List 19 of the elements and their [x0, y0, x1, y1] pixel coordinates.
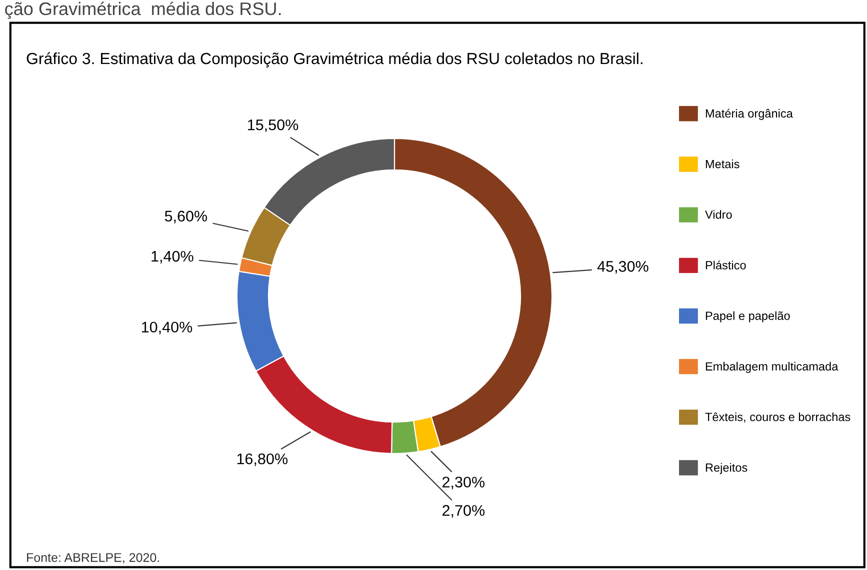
source-note: Fonte: ABRELPE, 2020. — [27, 553, 159, 564]
data-label: 1,40% — [152, 250, 194, 264]
legend-label: Vidro — [705, 210, 732, 219]
chart-title: Gráfico 3. Estimativa da Composição Gravimétrica média dos RSU coletados no Brasil. — [26, 52, 642, 68]
data-label: 16,80% — [237, 453, 288, 466]
data-label: 2,30% — [442, 476, 485, 490]
text: ção Gravimétrica média dos RSU. — [5, 2, 281, 19]
legend-label: Matéria orgânica — [706, 108, 793, 120]
legend-label: Embalagem multicamada — [706, 362, 838, 373]
legend-label: Têxteis, couros e borrachas — [705, 412, 850, 423]
legend-label: Rejeitos — [706, 463, 748, 474]
data-label: 10,40% — [142, 322, 192, 334]
data-label: 2,70% — [442, 505, 485, 518]
legend-label: Plástico — [706, 260, 746, 270]
legend-label: Papel e papelão — [706, 311, 790, 322]
legend-label: Metais — [706, 160, 740, 168]
data-label: 45,30% — [597, 260, 648, 274]
data-label: 5,60% — [164, 210, 208, 224]
data-label: 15,50% — [248, 119, 298, 132]
